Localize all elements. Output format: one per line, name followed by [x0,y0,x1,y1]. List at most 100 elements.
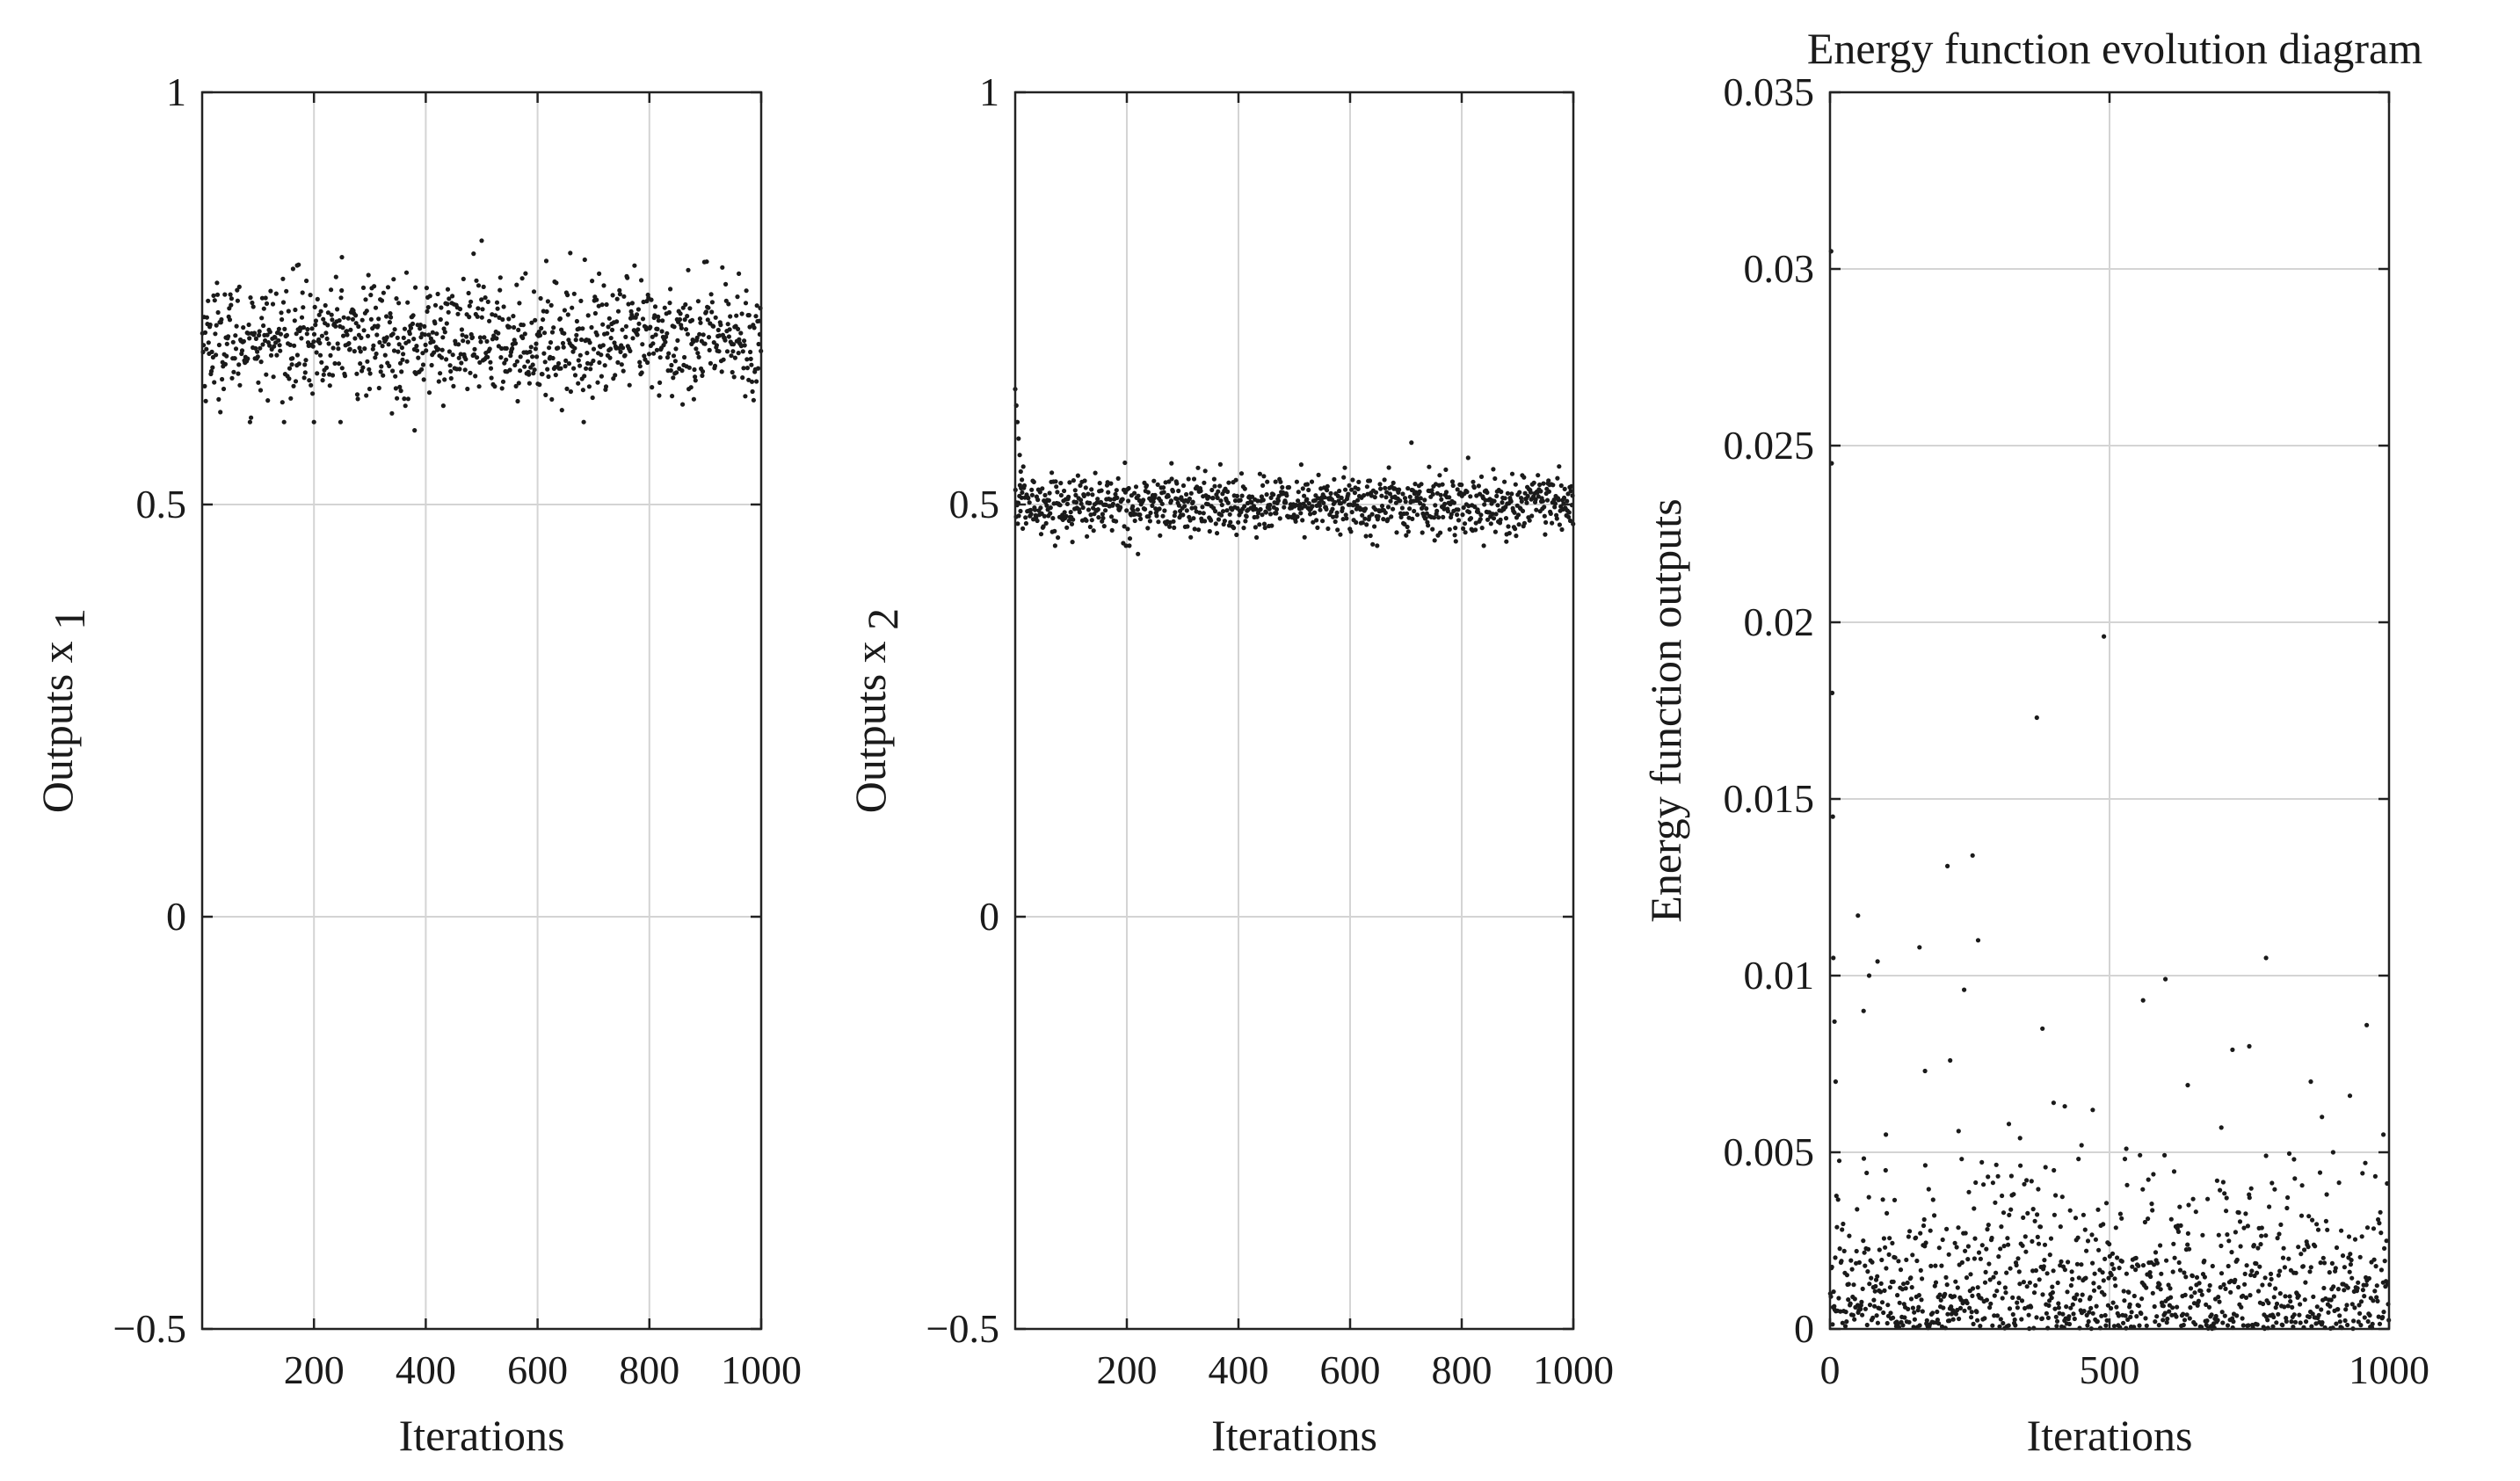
data-point [1509,471,1515,476]
data-point [1280,484,1285,490]
data-point [694,335,700,340]
data-point [1455,487,1460,492]
data-point [1299,505,1304,511]
data-point [1982,1316,1987,1321]
data-point [748,356,753,361]
data-point [348,327,353,332]
data-point [614,296,620,301]
data-point [373,355,378,360]
data-point [1860,1286,1865,1291]
data-point [1315,525,1320,531]
data-point [321,372,326,377]
data-point [1849,1267,1855,1272]
data-point [2084,1248,2089,1253]
data-point [1866,1246,1871,1252]
data-point [479,315,484,320]
data-point [1173,510,1178,515]
data-point [1901,1281,1906,1287]
data-point [544,309,549,315]
data-point [2171,1169,2177,1174]
data-point [2066,1314,2072,1319]
data-point [1298,511,1304,516]
data-point [2087,1310,2092,1315]
data-point [1906,1319,1912,1325]
data-point [222,292,228,297]
data-point [730,342,737,347]
data-point [450,352,455,358]
y-tick-label: 0.005 [1724,1129,1815,1174]
data-point [1492,476,1498,482]
data-point [1106,490,1111,495]
data-point [2348,1262,2353,1267]
data-point [1337,489,1342,494]
data-point [2112,1276,2117,1281]
data-point [1988,1301,1993,1306]
data-point [1430,491,1435,497]
data-point [554,280,559,286]
data-point [1375,543,1380,548]
data-point [1072,488,1078,493]
data-point [2113,1225,2118,1231]
data-point [2045,1315,2051,1320]
data-point [527,349,533,354]
data-point [381,373,386,378]
data-point [580,388,586,393]
data-point [1986,1223,1991,1228]
data-point [468,299,474,304]
data-point [652,304,658,309]
data-point [740,375,745,381]
data-point [1161,485,1166,490]
data-point [2161,1303,2166,1309]
data-point [353,321,359,326]
data-point [741,366,746,371]
data-point [539,325,544,331]
data-point [2219,1271,2225,1276]
data-point [1182,504,1187,509]
data-point [650,341,656,346]
data-point [1286,484,1292,490]
data-point [518,368,523,374]
data-point [2277,1231,2282,1237]
data-point [614,319,620,324]
data-point [747,324,752,330]
data-point [678,311,683,316]
data-point [2320,1114,2325,1120]
data-point [1195,465,1201,470]
data-point [1017,453,1022,458]
data-point [1255,498,1260,504]
data-point [1378,486,1383,491]
data-point [2156,1323,2161,1328]
data-point [726,334,732,339]
data-point [667,301,672,306]
data-point [1023,515,1028,520]
data-point [1189,505,1195,511]
data-point [2016,1296,2022,1301]
data-point [1224,508,1230,513]
data-point [1219,512,1224,518]
data-point [2124,1146,2129,1151]
data-point [673,346,679,352]
data-point [395,335,400,340]
data-point [551,325,556,330]
data-point [376,385,381,391]
data-point [1936,1245,1942,1251]
data-point [2240,1293,2246,1298]
data-point [1316,472,1321,478]
data-point [2081,1309,2087,1314]
data-point [202,383,207,388]
data-point [2130,1264,2135,1269]
data-point [701,332,706,338]
data-point [2082,1227,2088,1232]
data-point [1875,959,1880,964]
data-point [313,323,318,328]
data-point [1886,1252,1892,1257]
data-point [2317,1170,2323,1175]
data-point [1866,973,1872,978]
data-point [2102,634,2107,639]
data-point [1932,1213,1937,1218]
data-point [1158,533,1163,538]
data-point [1023,520,1028,526]
data-point [527,372,532,377]
data-point [1998,1317,2003,1322]
data-point [1381,517,1386,522]
